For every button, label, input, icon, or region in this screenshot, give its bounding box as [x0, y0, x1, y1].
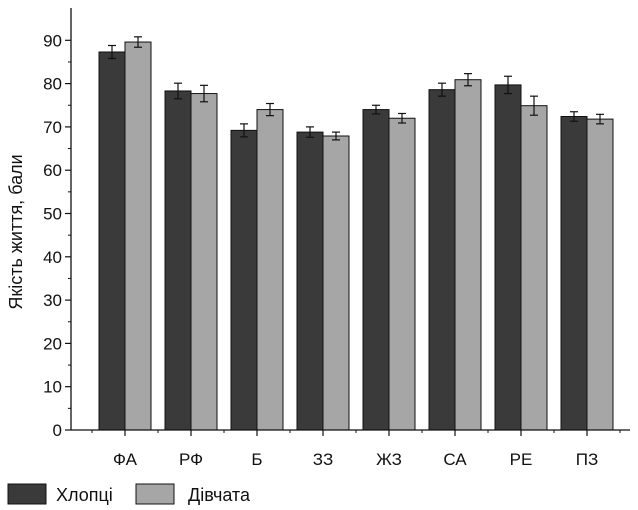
y-axis-label: Якість життя, бали — [6, 154, 26, 309]
y-tick-label: 70 — [43, 118, 62, 137]
y-tick-label: 0 — [53, 421, 62, 440]
legend-swatch-boys — [7, 483, 47, 505]
bar-boys — [560, 116, 588, 431]
bar-boys — [428, 89, 456, 431]
legend-label-girls: Дівчата — [188, 485, 251, 505]
bar-girls — [586, 118, 614, 431]
y-tick-label: 90 — [43, 31, 62, 50]
bar-girls — [190, 93, 218, 431]
x-tick-label: РЕ — [510, 450, 533, 469]
y-tick-label: 30 — [43, 291, 62, 310]
y-tick-label: 40 — [43, 248, 62, 267]
bars-group — [98, 41, 614, 431]
x-tick-label: ПЗ — [576, 450, 599, 469]
legend-swatch-girls — [135, 483, 175, 505]
x-tick-label: Б — [251, 450, 262, 469]
bar-boys — [230, 129, 258, 431]
legend-label-boys: Хлопці — [56, 485, 113, 505]
x-tick-label: СА — [443, 450, 467, 469]
y-tick-label: 80 — [43, 75, 62, 94]
y-tick-label: 10 — [43, 378, 62, 397]
y-tick-label: 20 — [43, 334, 62, 353]
legend: Хлопці Дівчата — [7, 483, 251, 505]
bar-boys — [164, 90, 192, 431]
bar-boys — [296, 131, 324, 431]
bar-girls — [454, 79, 482, 431]
x-axis-ticks: ФА РФ Б ЗЗ ЖЗ СА РЕ ПЗ — [91, 430, 621, 469]
bar-girls — [520, 105, 548, 431]
bar-boys — [494, 84, 522, 431]
bar-girls — [256, 109, 284, 431]
x-tick-label: ФА — [113, 450, 138, 469]
y-tick-label: 50 — [43, 205, 62, 224]
x-tick-label: ЗЗ — [313, 450, 334, 469]
x-tick-label: ЖЗ — [376, 450, 402, 469]
bar-boys — [362, 109, 390, 431]
bar-girls — [322, 135, 350, 431]
error-bars-group — [108, 36, 604, 141]
bar-boys — [98, 51, 126, 431]
y-tick-label: 60 — [43, 161, 62, 180]
y-axis-ticks: 0 10 20 30 40 50 60 70 80 90 — [43, 31, 71, 440]
bar-girls — [388, 117, 416, 431]
bar-girls — [124, 41, 152, 431]
x-tick-label: РФ — [179, 450, 203, 469]
